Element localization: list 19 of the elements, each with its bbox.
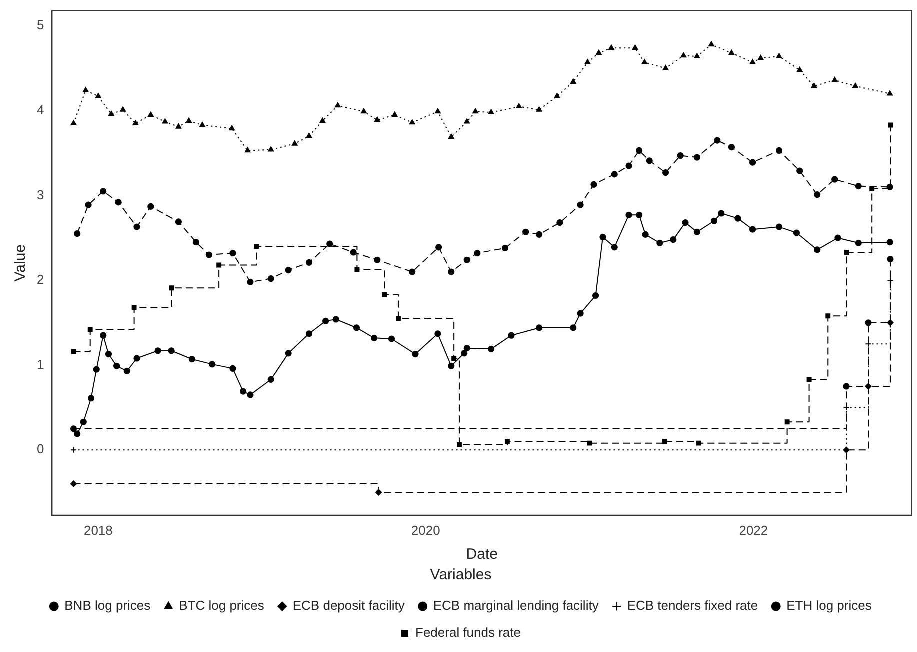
legend-label: ECB marginal lending facility [433,598,600,614]
y-tick-label: 3 [36,187,44,202]
x-tick-label: 2018 [84,522,113,538]
legend-label: ETH log prices [786,598,872,614]
x-axis-title: Date [466,546,498,564]
y-axis-title: Value [12,244,30,282]
x-tick-label: 2022 [739,522,768,538]
x-tick-label: 2020 [411,522,440,538]
legend-label: BTC log prices [179,598,265,614]
legend-label: BNB log prices [64,598,152,614]
legend-title: Variables [430,566,492,584]
legend-label: Federal funds rate [416,625,522,640]
y-tick-label: 5 [36,18,44,33]
legend-label: ECB tenders fixed rate [627,598,758,614]
y-tick-label: 1 [36,356,44,372]
legend-label: ECB deposit facility [292,598,406,614]
y-tick-label: 2 [36,272,44,288]
y-tick-label: 0 [36,442,44,457]
y-tick-label: 4 [36,102,44,118]
